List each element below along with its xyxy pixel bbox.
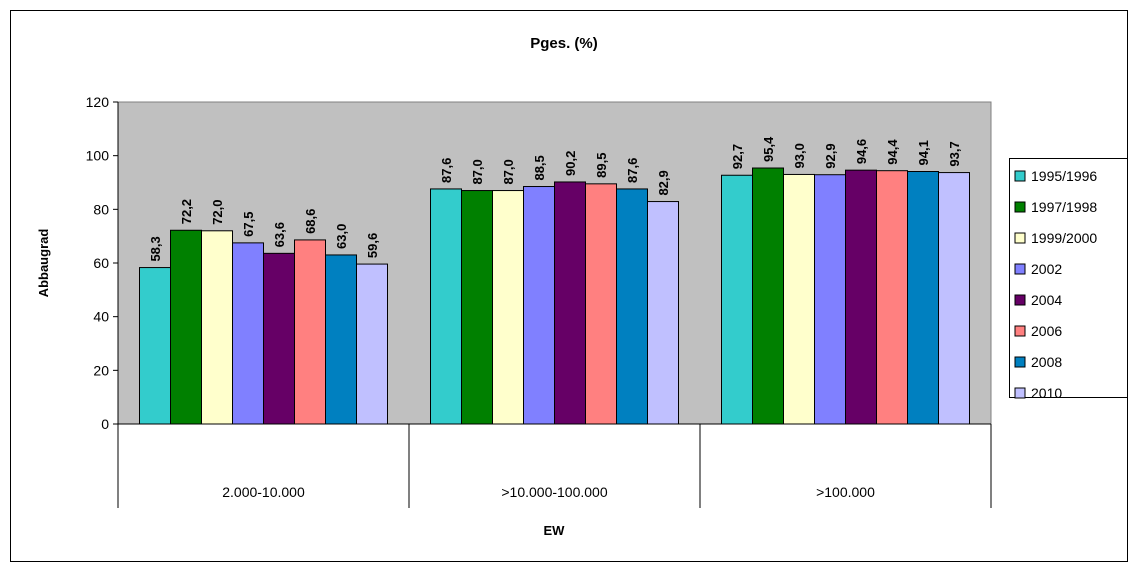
legend-swatch [1014,356,1026,368]
chart-title: Pges. (%) [530,35,598,52]
y-axis-label: Abbaugrad [36,229,51,298]
x-tick-label: >10.000-100.000 [501,484,607,500]
bar [647,201,679,425]
y-tick-label: 120 [86,94,110,110]
bar-value-label: 94,6 [854,139,869,164]
bar [876,170,908,425]
bar-value-label: 90,2 [563,151,578,176]
legend-label: 2004 [1031,292,1062,308]
bar-value-label: 58,3 [148,236,163,261]
legend-swatch [1014,170,1026,182]
bar [430,188,462,425]
bar [461,190,493,425]
bar-value-label: 94,1 [916,140,931,165]
bar [907,170,939,425]
bar-value-label: 93,7 [947,141,962,166]
legend-swatch [1014,387,1026,399]
bar [139,267,171,425]
legend-label: 2010 [1031,385,1062,401]
legend-swatch [1014,263,1026,275]
bar-value-label: 72,2 [179,199,194,224]
bar [554,181,586,425]
y-tick-label: 20 [93,362,109,378]
y-tick-label: 40 [93,309,109,325]
bar-value-label: 95,4 [761,136,776,162]
bar-value-label: 82,9 [656,170,671,195]
bar-value-label: 87,0 [501,159,516,184]
bar [585,183,617,425]
bar [721,174,753,425]
bar [492,190,524,425]
legend-swatch [1014,294,1026,306]
bar-value-label: 87,0 [470,159,485,184]
bar-value-label: 59,6 [365,233,380,258]
bar-value-label: 93,0 [792,143,807,168]
bar-value-label: 92,7 [730,144,745,169]
x-tick-label: 2.000-10.000 [222,484,305,500]
y-tick-label: 100 [86,148,110,164]
bar [814,174,846,425]
bar [845,169,877,425]
y-tick-label: 0 [101,416,109,432]
bar [938,172,970,425]
bar [294,239,326,425]
y-axis: 0 20 40 60 80 100 120 [86,94,119,432]
bar [752,167,784,425]
x-axis-label: EW [544,523,566,538]
bar [170,229,202,425]
legend-label: 1999/2000 [1031,230,1097,246]
bar [356,263,388,425]
legend: 1995/1996 1997/1998 1999/2000 2002 2004 2006 2… [1009,158,1128,401]
legend-label: 2006 [1031,323,1062,339]
y-tick-label: 80 [93,201,109,217]
bar-value-label: 63,6 [272,222,287,247]
bar-value-label: 92,9 [823,143,838,168]
legend-swatch [1014,232,1026,244]
value-labels-group: 58,3 87,6 92,7 72,2 87,0 95,4 72,0 87,0 93,0 67,5… [148,136,962,262]
bar [616,188,648,425]
legend-box [1009,158,1128,398]
bars-group [139,167,970,425]
bar [201,230,233,425]
legend-label: 2002 [1031,261,1062,277]
y-tick-label: 60 [93,255,109,271]
bar [263,252,295,425]
legend-label: 2008 [1031,354,1062,370]
legend-label: 1995/1996 [1031,168,1097,184]
bar-value-label: 87,6 [625,158,640,183]
bar-value-label: 88,5 [532,155,547,180]
bar-value-label: 67,5 [241,212,256,237]
bar-value-label: 68,6 [303,209,318,234]
bar [232,242,264,425]
legend-swatch [1014,325,1026,337]
bar [325,254,357,425]
legend-label: 1997/1998 [1031,199,1097,215]
bar [783,173,815,425]
x-tick-label: >100.000 [816,484,875,500]
bar-value-label: 72,0 [210,199,225,224]
bar-value-label: 63,0 [334,224,349,249]
bar-value-label: 87,6 [439,158,454,183]
bar-value-label: 94,4 [885,139,900,165]
bar-value-label: 89,5 [594,153,609,178]
legend-swatch [1014,201,1026,213]
bar [523,186,555,425]
